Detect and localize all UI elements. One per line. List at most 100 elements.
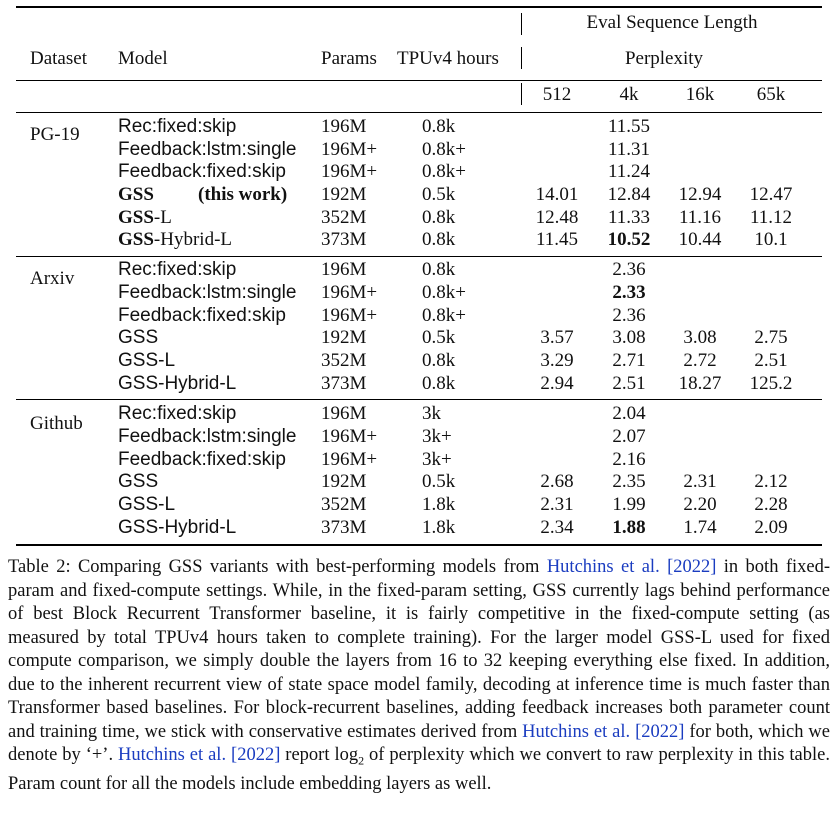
log-subscript: 2 [358, 753, 365, 768]
perplexity-header: Perplexity [624, 48, 704, 69]
caption-part: for both, which we denote by ‘+’. [8, 721, 830, 766]
params-value: 192M [321, 184, 367, 205]
params-value: 352M [321, 207, 367, 228]
ppl-4k: 2.71 [612, 350, 646, 371]
params-value: 196M [321, 259, 367, 280]
params-value: 196M+ [321, 305, 378, 326]
params-value: 196M [321, 403, 367, 424]
ppl-16k: 12.94 [678, 184, 722, 205]
model-name-bold: GSS [118, 229, 154, 250]
model-name: GSS [118, 471, 159, 492]
hours-value: 3k [422, 403, 441, 424]
caption-part: in both fixed-param and fixed-compute se… [8, 557, 830, 742]
section-rule-2 [16, 399, 822, 400]
hours-value: 0.8k+ [422, 139, 466, 160]
ppl-512: 3.57 [540, 327, 574, 348]
ppl-4k-best: 1.88 [612, 517, 646, 538]
model-name: GSS-Hybrid-L [118, 229, 232, 251]
citation-author: Hutchins et al. [522, 721, 631, 742]
hours-value: 0.5k [422, 471, 456, 492]
ppl-4k: 2.51 [612, 373, 646, 394]
ppl-4k: 11.55 [607, 116, 651, 137]
model-name: GSS-Hybrid-L [118, 373, 237, 394]
hours-value: 0.8k [422, 116, 456, 137]
ppl-65k: 11.12 [749, 207, 793, 228]
citation-author: Hutchins et al. [546, 557, 660, 577]
params-value: 196M+ [321, 139, 378, 160]
len-512-header: 512 [542, 84, 572, 105]
ppl-65k: 2.75 [754, 327, 788, 348]
dataset-label: Github [30, 413, 83, 434]
ppl-65k: 2.09 [754, 517, 788, 538]
hours-value: 0.8k [422, 373, 456, 394]
ppl-512: 3.29 [540, 350, 574, 371]
ppl-16k: 10.44 [678, 229, 722, 250]
dataset-label: Arxiv [30, 268, 75, 289]
model-name: GSS-Hybrid-L [118, 517, 237, 538]
this-work-note: (this work) [198, 184, 288, 205]
ppl-4k: 2.36 [612, 305, 646, 326]
ppl-512: 2.31 [540, 494, 574, 515]
ppl-4k: 2.04 [612, 403, 646, 424]
hours-value: 0.8k+ [422, 305, 466, 326]
model-suffix: -L [153, 207, 172, 228]
params-value: 373M [321, 517, 367, 538]
hours-value: 3k+ [422, 449, 452, 470]
ppl-512: 12.48 [535, 207, 579, 228]
params-value: 373M [321, 229, 367, 250]
caption-text: Table 2: Comparing GSS variants with bes… [8, 556, 830, 797]
hours-value: 0.8k [422, 207, 456, 228]
params-value: 192M [321, 327, 367, 348]
ppl-512: 14.01 [535, 184, 579, 205]
ppl-4k: 2.07 [612, 426, 646, 447]
hours-value: 0.8k [422, 259, 456, 280]
citation-link[interactable]: Hutchins et al. [2022] [546, 557, 717, 577]
params-value: 352M [321, 350, 367, 371]
ppl-4k: 2.35 [612, 471, 646, 492]
section-rule-1 [16, 256, 822, 257]
ppl-4k-best: 2.33 [612, 282, 646, 303]
ppl-65k: 10.1 [754, 229, 788, 250]
eval-sequence-length-header: Eval Sequence Length [586, 12, 758, 33]
ppl-16k: 11.16 [678, 207, 722, 228]
citation-year: 2022 [237, 745, 275, 765]
ppl-4k: 11.33 [607, 207, 651, 228]
len-65k-header: 65k [756, 84, 786, 105]
params-header: Params [321, 48, 377, 69]
citation-link[interactable]: Hutchins et al. [2022] [522, 721, 685, 742]
ppl-4k: 2.36 [612, 259, 646, 280]
ppl-16k: 2.72 [683, 350, 717, 371]
model-name: Feedback:fixed:skip [118, 449, 286, 470]
column-divider [521, 47, 522, 69]
caption-part: of perplexity which we convert to raw pe… [8, 745, 830, 795]
top-rule [16, 6, 822, 8]
ppl-16k: 2.20 [683, 494, 717, 515]
ppl-65k: 2.28 [754, 494, 788, 515]
ppl-512: 2.34 [540, 517, 574, 538]
log-text: log [334, 745, 359, 765]
len-16k-header: 16k [685, 84, 715, 105]
params-value: 373M [321, 373, 367, 394]
hours-value: 3k+ [422, 426, 452, 447]
ppl-512: 11.45 [535, 229, 579, 250]
citation-link[interactable]: Hutchins et al. [2022] [118, 745, 281, 765]
hours-value: 1.8k [422, 494, 456, 515]
model-name: Feedback:fixed:skip [118, 161, 286, 182]
model-name-bold: GSS [118, 207, 154, 228]
ppl-16k: 2.31 [683, 471, 717, 492]
ppl-512: 2.68 [540, 471, 574, 492]
results-table: Eval Sequence Length Dataset Model Param… [16, 6, 822, 546]
model-name: Feedback:lstm:single [118, 282, 297, 303]
ppl-16k: 3.08 [683, 327, 717, 348]
params-value: 196M+ [321, 161, 378, 182]
model-name: GSS-L [118, 350, 176, 371]
ppl-65k: 2.12 [754, 471, 788, 492]
params-value: 196M+ [321, 449, 378, 470]
ppl-65k: 12.47 [749, 184, 793, 205]
model-name: GSS [118, 184, 154, 205]
model-name: Feedback:fixed:skip [118, 305, 286, 326]
model-header: Model [118, 48, 168, 69]
model-name: Rec:fixed:skip [118, 403, 237, 424]
header-mid-rule [16, 80, 822, 81]
ppl-4k: 2.16 [612, 449, 646, 470]
